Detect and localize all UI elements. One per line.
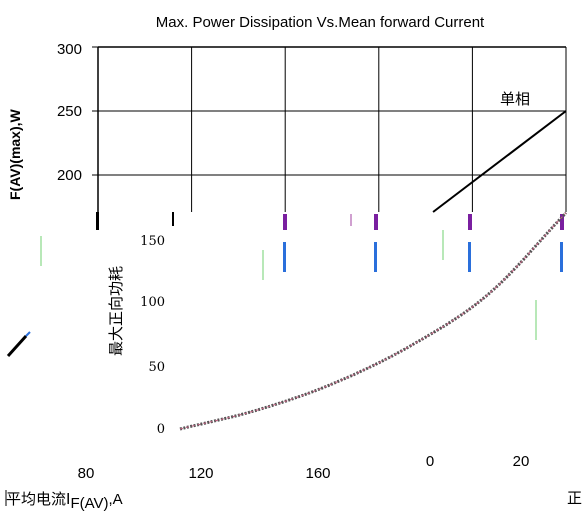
lower-y-tick-100: 100 — [140, 295, 165, 310]
upper-y-tick-250: 250 — [57, 103, 82, 120]
lower-y-tick-150: 150 — [140, 234, 165, 249]
x-tick-80: 80 — [78, 465, 95, 482]
lower-series-curve-overlay — [179, 212, 567, 430]
upper-y-tick-300: 300 — [57, 41, 82, 58]
x-tick-160: 160 — [305, 465, 330, 482]
lower-y-tick-50: 50 — [148, 360, 165, 375]
x-tick-right-20: 20 — [513, 453, 530, 470]
lower-y-tick-0: 0 — [157, 422, 165, 437]
x-axis-label: 平均电流IF(AV),A — [6, 490, 123, 512]
upper-series-line — [432, 110, 567, 213]
lower-y-axis-label: 最大正向功耗 — [107, 266, 125, 356]
lower-series-curve — [179, 211, 568, 431]
upper-y-axis-label: F(AV)(max),W — [7, 108, 23, 200]
edge-glyph: 正 — [567, 489, 582, 507]
glitch-fragments — [6, 212, 564, 358]
upper-y-tick-200: 200 — [57, 167, 82, 184]
x-tick-right-0: 0 — [426, 453, 434, 470]
upper-series-label: 单相 — [500, 90, 530, 108]
upper-grid — [92, 46, 567, 212]
x-tick-120: 120 — [188, 465, 213, 482]
chart-title: Max. Power Dissipation Vs.Mean forward C… — [156, 14, 485, 31]
